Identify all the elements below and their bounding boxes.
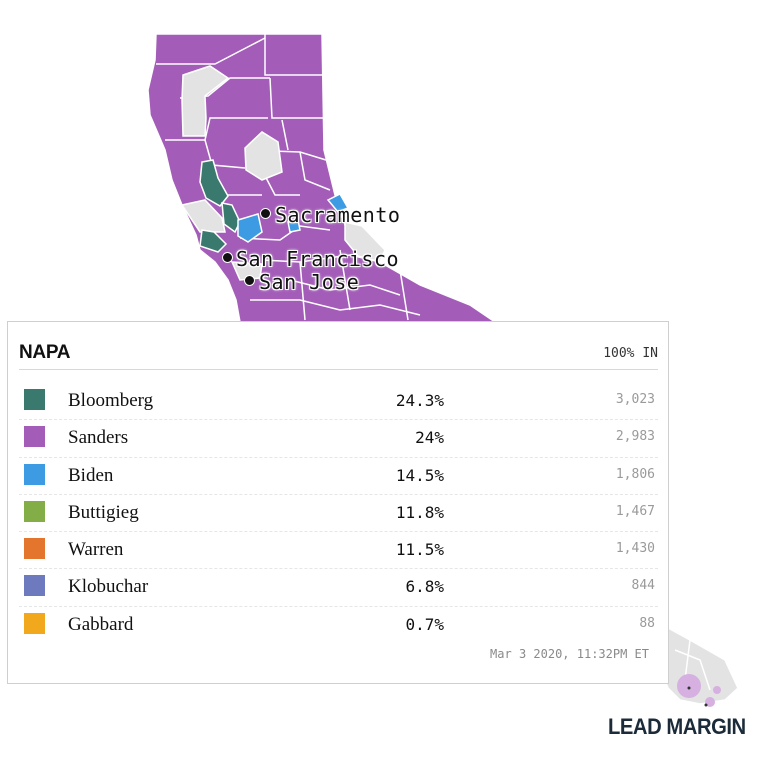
result-row-buttigieg: Buttigieg 11.8% 1,467 xyxy=(19,495,658,533)
candidate-name: Buttigieg xyxy=(68,501,139,523)
update-timestamp: Mar 3 2020, 11:32PM ET xyxy=(490,647,649,661)
candidate-swatch xyxy=(24,612,45,634)
vote-count: 1,430 xyxy=(615,541,655,557)
vote-count: 844 xyxy=(631,578,655,594)
vote-count: 88 xyxy=(639,615,655,631)
margin-bubble-small xyxy=(713,686,721,694)
city-label-sacramento: Sacramento xyxy=(275,203,401,227)
reporting-status: 100% IN xyxy=(603,346,658,361)
candidate-swatch xyxy=(24,538,45,560)
city-marker-sacramento xyxy=(260,208,271,219)
candidate-name: Gabbard xyxy=(68,613,134,635)
vote-percent: 24.3% xyxy=(395,391,444,410)
city-label-san-francisco: San Francisco xyxy=(236,247,400,271)
county-gray-central xyxy=(244,131,283,181)
candidate-swatch xyxy=(24,500,45,522)
county-gray-coast xyxy=(180,199,226,233)
vote-percent: 0.7% xyxy=(405,614,444,634)
city-marker-san-jose xyxy=(244,275,255,286)
vote-count: 3,023 xyxy=(615,392,655,407)
candidate-name: Bloomberg xyxy=(68,390,154,411)
vote-percent: 6.8% xyxy=(405,577,444,597)
vote-percent: 24% xyxy=(415,428,444,448)
county-bloomberg-marin xyxy=(199,229,228,253)
candidate-name: Klobuchar xyxy=(68,576,149,598)
county-name: NAPA xyxy=(19,342,71,363)
result-row-klobuchar: Klobuchar 6.8% 844 xyxy=(19,569,658,607)
tooltip-divider xyxy=(19,369,658,370)
county-biden-alpine xyxy=(326,193,350,213)
candidate-swatch xyxy=(24,463,45,485)
county-bloomberg-lake xyxy=(199,159,229,207)
county-results-tooltip: NAPA 100% IN Bloomberg 24.3% 3,023 Sande… xyxy=(7,321,669,684)
result-row-bloomberg: Bloomberg 24.3% 3,023 xyxy=(19,383,658,421)
vote-percent: 11.5% xyxy=(395,540,444,560)
candidate-name: Biden xyxy=(68,464,114,486)
candidate-swatch xyxy=(24,426,45,448)
legend-title: LEAD MARGIN xyxy=(608,714,746,739)
results-list: Bloomberg 24.3% 3,023 Sanders 24% 2,983 … xyxy=(19,383,658,643)
result-row-warren: Warren 11.5% 1,430 xyxy=(19,532,658,570)
candidate-swatch xyxy=(24,575,45,597)
result-row-biden: Biden 14.5% 1,806 xyxy=(19,458,658,495)
city-marker-san-francisco xyxy=(222,252,233,263)
city-label-san-jose: San Jose xyxy=(259,270,360,294)
candidate-name: Sanders xyxy=(68,427,129,449)
county-biden-small xyxy=(287,219,301,233)
margin-bubble-dot-2 xyxy=(704,703,708,707)
margin-bubble-dot xyxy=(687,686,691,690)
vote-percent: 14.5% xyxy=(395,465,444,485)
county-gray-bay xyxy=(230,261,263,281)
candidate-name: Warren xyxy=(68,539,124,561)
vote-count: 1,467 xyxy=(615,503,655,519)
county-gray-north xyxy=(181,65,230,137)
margin-bubble-tiny xyxy=(705,697,715,707)
vote-count: 1,806 xyxy=(615,466,655,482)
result-row-sanders: Sanders 24% 2,983 xyxy=(19,420,658,458)
margin-bubble-large xyxy=(677,674,701,698)
county-gray-east xyxy=(344,221,386,263)
vote-percent: 11.8% xyxy=(395,502,444,522)
result-row-gabbard: Gabbard 0.7% 88 xyxy=(19,607,658,643)
candidate-swatch xyxy=(24,389,45,410)
vote-count: 2,983 xyxy=(615,429,655,445)
county-biden-solano xyxy=(237,213,263,243)
